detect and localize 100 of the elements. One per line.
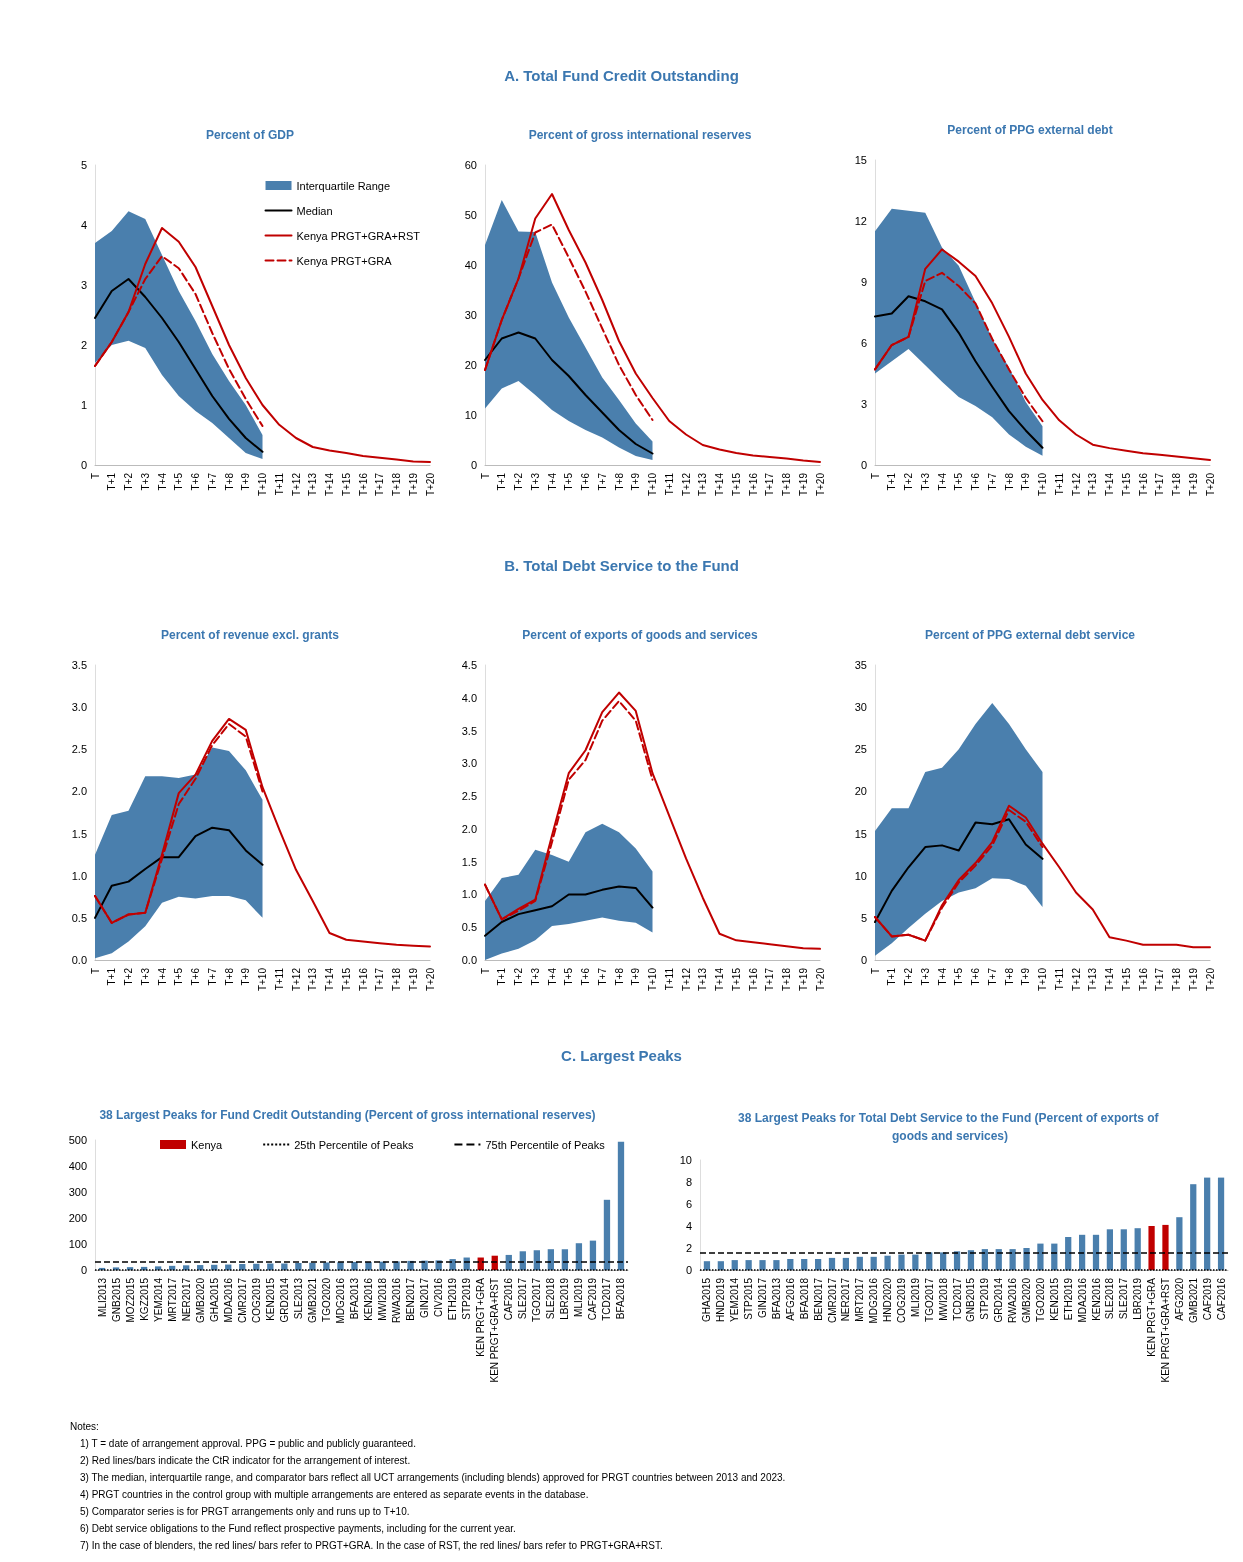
x-tick-label: T <box>869 473 881 480</box>
x-tick-label: TGO2017 <box>923 1277 935 1322</box>
y-tick-label: 0.0 <box>71 954 87 966</box>
y-tick-label: 0 <box>860 459 867 471</box>
chart-title: Percent of gross international reserves <box>528 128 752 142</box>
y-tick-label: 50 <box>464 209 477 221</box>
x-tick-label: MRT2017 <box>166 1277 178 1322</box>
x-tick-label: T+17 <box>764 967 776 992</box>
x-tick-label: T+13 <box>697 967 709 992</box>
x-tick-label: KEN2015 <box>1048 1277 1060 1321</box>
y-tick-label: 2.5 <box>71 743 87 756</box>
bar <box>773 1260 780 1270</box>
y-tick-label: 0.0 <box>461 954 477 966</box>
line-series <box>94 826 264 919</box>
x-tick-label: GRD2014 <box>278 1277 290 1323</box>
x-tick-label: T+19 <box>1187 472 1199 497</box>
bar <box>295 1262 302 1270</box>
x-tick-label: T+19 <box>797 472 809 497</box>
x-tick-label: T+8 <box>223 472 235 491</box>
bar <box>717 1261 724 1270</box>
x-tick-label: KEN2016 <box>1090 1277 1102 1321</box>
x-tick-label: T+8 <box>1003 967 1015 986</box>
x-tick-label: T+9 <box>1020 472 1032 491</box>
x-tick-label: COG2019 <box>895 1277 907 1324</box>
x-tick-label: T+17 <box>1154 472 1166 497</box>
x-tick-label: T+16 <box>1137 472 1149 497</box>
y-tick-label: 30 <box>464 309 477 321</box>
x-tick-label: CAF2019 <box>1201 1277 1213 1321</box>
x-tick-label: T+20 <box>1204 967 1216 992</box>
x-tick-label: T+2 <box>123 472 134 491</box>
line-series <box>874 818 1044 924</box>
x-tick-label: MDG2016 <box>868 1277 880 1324</box>
x-tick-label: MLI2019 <box>909 1277 921 1317</box>
x-tick-label: TGO2020 <box>320 1277 332 1322</box>
bar <box>1065 1237 1072 1270</box>
x-tick-label: BFA2018 <box>798 1277 810 1320</box>
bar <box>912 1254 919 1270</box>
x-tick-label: T+16 <box>747 967 759 992</box>
x-tick-label: GIN2017 <box>419 1277 431 1319</box>
x-tick-label: T+12 <box>680 472 692 497</box>
chart-title: Percent of PPG external debt <box>947 123 1113 137</box>
x-tick-label: T+5 <box>563 472 575 491</box>
y-tick-label: 9 <box>860 276 867 288</box>
chart-title: 38 Largest Peaks for Fund Credit Outstanding (Percent of gross international reserves) <box>99 1108 596 1122</box>
x-tick-label: KEN PRGT+GRA+RST <box>1159 1278 1171 1383</box>
y-tick-label: 4.0 <box>461 691 477 704</box>
x-tick-label: CIV2016 <box>433 1277 445 1317</box>
y-tick-label: 30 <box>854 701 867 714</box>
y-tick-label: 3 <box>80 279 87 291</box>
y-tick-label: 12 <box>854 215 867 227</box>
x-tick-label: MWI2018 <box>377 1277 389 1321</box>
x-tick-label: T+10 <box>257 472 268 497</box>
legend-label: Interquartile Range <box>296 179 391 192</box>
x-tick-label: T+10 <box>1037 472 1048 497</box>
x-tick-label: KEN PRGT+GRA+RST <box>489 1278 501 1383</box>
x-tick-label: T+6 <box>580 967 591 986</box>
x-tick-label: T+12 <box>1070 967 1082 992</box>
x-tick-label: T+7 <box>986 472 998 491</box>
x-tick-label: T+7 <box>206 472 218 491</box>
x-tick-label: T <box>479 473 491 480</box>
bar <box>898 1254 905 1270</box>
text: B. Total Debt Service to the Fund <box>503 556 740 576</box>
bar <box>1162 1224 1169 1270</box>
x-tick-label: KGZ2015 <box>138 1277 150 1321</box>
y-tick-label: 10 <box>854 869 867 882</box>
x-tick-label: YEM2014 <box>729 1277 741 1322</box>
x-tick-label: T+14 <box>1104 967 1115 992</box>
x-tick-label: T+14 <box>714 967 725 992</box>
y-tick-label: 4 <box>80 219 87 231</box>
bar <box>1176 1217 1183 1270</box>
x-tick-label: T+20 <box>814 967 826 992</box>
chart-title: 38 Largest Peaks for Total Debt Service to the Fund (Percent of exports of goods and services) <box>738 1111 1162 1143</box>
x-tick-label: T+3 <box>919 472 931 491</box>
x-tick-label: T+17 <box>374 967 386 992</box>
y-tick-label: 2 <box>685 1242 692 1254</box>
x-tick-label: T+11 <box>1053 967 1065 991</box>
x-tick-label: T+12 <box>290 967 302 992</box>
legend-label: 75th Percentile of Peaks <box>485 1138 606 1151</box>
text: 4) PRGT countries in the control group with multiple arrangements are entered as separate events in the database. <box>79 1488 590 1502</box>
x-tick-label: GNB2015 <box>110 1277 122 1322</box>
x-tick-label: T+3 <box>919 967 931 986</box>
bar <box>1217 1177 1225 1270</box>
legend-label: Kenya PRGT+GRA+RST <box>296 229 421 242</box>
x-tick-label: T+20 <box>424 967 436 992</box>
bar <box>1204 1177 1211 1270</box>
x-tick-label: T+3 <box>139 967 151 986</box>
x-tick-label: TCD2017 <box>601 1277 613 1321</box>
x-tick-label: T+13 <box>1087 472 1099 497</box>
y-tick-label: 200 <box>68 1212 87 1224</box>
x-tick-label: SLE2017 <box>517 1277 529 1320</box>
x-tick-label: T+3 <box>139 472 151 491</box>
y-tick-label: 6 <box>685 1198 692 1210</box>
x-tick-label: CAF2016 <box>1215 1277 1227 1321</box>
y-tick-label: 3.0 <box>461 757 477 770</box>
x-tick-label: T+11 <box>273 472 285 496</box>
x-tick-label: T+3 <box>529 967 541 986</box>
y-tick-label: 2.0 <box>461 822 477 835</box>
x-tick-label: T+12 <box>290 472 302 497</box>
x-tick-label: T+2 <box>513 967 524 986</box>
x-tick-label: TGO2017 <box>531 1277 543 1322</box>
